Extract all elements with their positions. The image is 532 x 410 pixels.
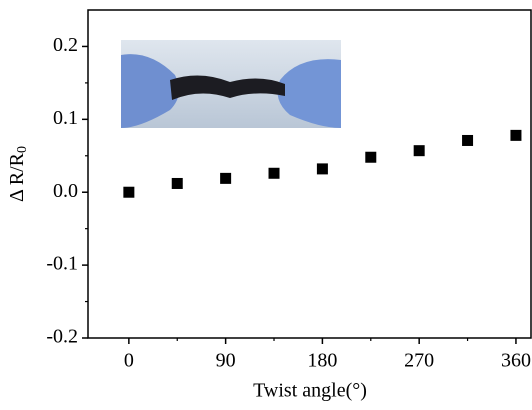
- x-tick-label: 180: [307, 350, 337, 372]
- data-point: [220, 172, 232, 184]
- x-tick-label: 270: [404, 350, 434, 372]
- y-axis-label: Δ R/R0: [6, 146, 31, 202]
- inset-photo: [121, 40, 341, 128]
- y-tick-label: -0.2: [46, 326, 78, 348]
- x-tick-label: 90: [216, 350, 236, 372]
- plot-frame: [87, 9, 532, 339]
- y-label-main: Δ R/R: [6, 152, 28, 202]
- y-tick-label: -0.1: [46, 253, 78, 275]
- data-point: [268, 167, 280, 179]
- y-tick-label: 0.0: [53, 180, 78, 202]
- data-point: [171, 177, 183, 189]
- x-tick-label: 360: [501, 350, 531, 372]
- y-tick-label: 0.2: [53, 34, 78, 56]
- x-tick-label: 0: [124, 350, 134, 372]
- data-point: [365, 151, 377, 163]
- y-tick-label: 0.1: [53, 107, 78, 129]
- data-point: [316, 163, 328, 175]
- y-label-sub: 0: [15, 146, 30, 153]
- data-point: [462, 134, 474, 146]
- data-point: [510, 129, 522, 141]
- data-point: [413, 145, 425, 157]
- x-axis-label: Twist angle(°): [253, 380, 367, 402]
- data-point: [123, 186, 135, 198]
